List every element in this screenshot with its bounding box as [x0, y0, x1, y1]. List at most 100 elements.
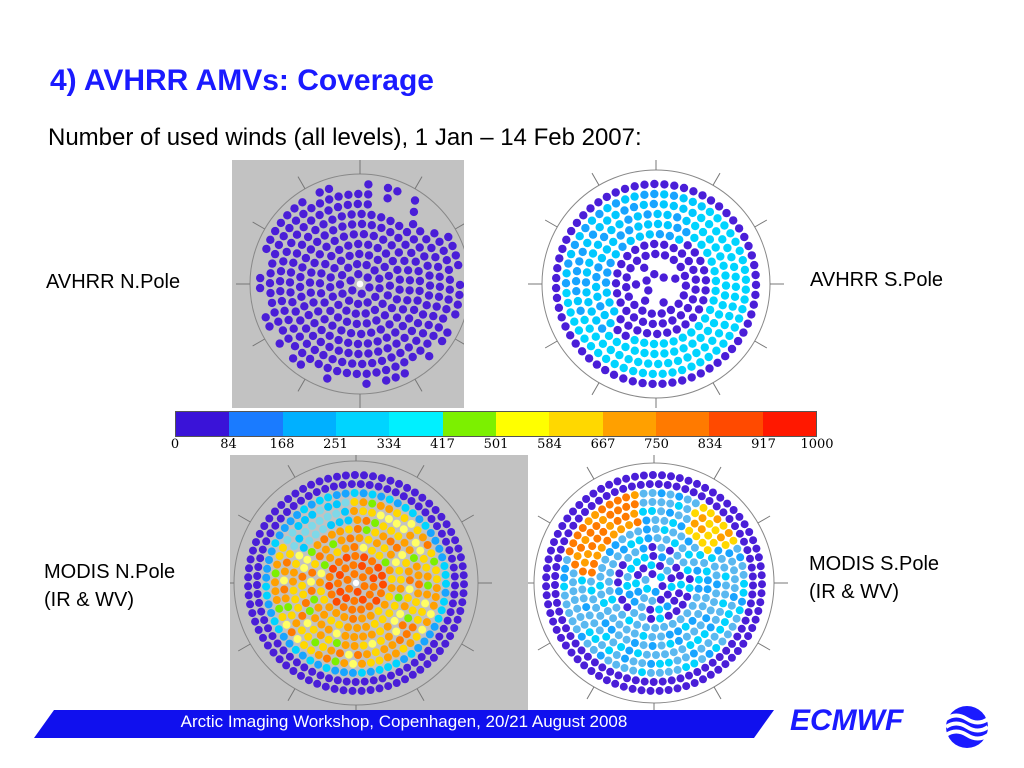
wind-dot [631, 548, 640, 557]
wind-dot [271, 226, 280, 236]
wind-dot [573, 552, 582, 561]
wind-dot [267, 298, 277, 308]
wind-dot [620, 184, 630, 194]
wind-dot [320, 561, 329, 570]
wind-dot [365, 283, 374, 292]
wind-dot [309, 625, 318, 634]
wind-dot [384, 515, 393, 523]
wind-dot [377, 589, 385, 598]
wind-dot [612, 651, 621, 659]
wind-dot [369, 574, 378, 583]
colorbar-segment [709, 412, 763, 436]
wind-dot [674, 501, 683, 510]
wind-dot [666, 490, 675, 499]
wind-dot [642, 276, 651, 285]
wind-dot [308, 667, 317, 676]
wind-dot [669, 528, 678, 537]
wind-dot [248, 609, 257, 618]
wind-dot [639, 507, 647, 516]
wind-dot [332, 597, 341, 606]
wind-dot [311, 614, 320, 623]
wind-dot [332, 491, 341, 500]
wind-dot [613, 552, 622, 561]
wind-dot [623, 251, 632, 261]
wind-dot [708, 488, 717, 497]
wind-dot [743, 546, 752, 555]
wind-dot [551, 581, 559, 589]
wind-dot [297, 496, 305, 505]
wind-dot [591, 635, 600, 643]
wind-dot [749, 300, 758, 309]
wind-dot [552, 563, 561, 571]
wind-dot [432, 566, 440, 575]
wind-dot [592, 316, 601, 325]
wind-dot [422, 235, 431, 244]
wind-dot [437, 529, 446, 538]
wind-dot [561, 279, 571, 288]
wind-dot [353, 199, 362, 209]
wind-dot [603, 204, 612, 213]
wind-dot [576, 306, 585, 315]
wind-dot [310, 345, 319, 355]
wind-dot [690, 248, 699, 257]
wind-dot [609, 237, 618, 247]
wind-dot [405, 576, 414, 585]
wind-dot [674, 511, 683, 520]
wind-dot [706, 196, 716, 205]
wind-dot [423, 660, 432, 669]
wind-dot [370, 619, 379, 628]
wind-dot [317, 587, 325, 596]
wind-dot [396, 575, 405, 584]
wind-dot [302, 339, 312, 348]
wind-dot [677, 365, 687, 375]
wind-dot [298, 611, 307, 620]
wind-dot [409, 305, 419, 315]
wind-dot [640, 348, 649, 358]
wind-dot [739, 588, 748, 597]
wind-dot [684, 476, 693, 485]
wind-dot [293, 511, 302, 519]
wind-dot [299, 590, 308, 599]
wind-dot [415, 276, 425, 286]
wind-dot [407, 497, 416, 505]
wind-dot [658, 379, 667, 388]
wind-dot [354, 349, 363, 359]
wind-dot [650, 239, 659, 249]
wind-dot [327, 521, 336, 530]
wind-dot [642, 525, 651, 534]
wind-dot [639, 200, 648, 210]
wind-dot [656, 595, 665, 604]
wind-dot [658, 369, 667, 378]
wind-dot [286, 550, 294, 559]
wind-dot [705, 649, 714, 658]
wind-dot [381, 249, 391, 258]
wind-dot [375, 284, 384, 293]
wind-dot [315, 199, 325, 208]
wind-dot [688, 313, 698, 322]
wind-dot [651, 525, 660, 533]
wind-dot [736, 553, 745, 562]
wind-dot [409, 235, 419, 244]
wind-dot [314, 307, 323, 316]
wind-dot [271, 539, 280, 548]
wind-dot [692, 348, 701, 358]
wind-dot [580, 315, 589, 325]
wind-dot [639, 631, 648, 640]
wind-dot [415, 286, 424, 296]
wind-dot [340, 659, 349, 668]
colorbar-tick-label: 334 [376, 437, 402, 452]
wind-dot [342, 317, 352, 326]
wind-dot [342, 368, 352, 378]
wind-dot [425, 281, 435, 290]
wind-dot [344, 338, 353, 347]
wind-dot [665, 546, 674, 555]
wind-dot [731, 272, 740, 281]
wind-dot [384, 682, 393, 691]
wind-dot [701, 663, 710, 672]
wind-dot [648, 633, 657, 641]
wind-dot [720, 563, 729, 572]
meridian-tick [754, 219, 768, 228]
wind-dot [740, 295, 749, 304]
wind-dot [341, 489, 350, 498]
wind-dot [670, 539, 679, 548]
